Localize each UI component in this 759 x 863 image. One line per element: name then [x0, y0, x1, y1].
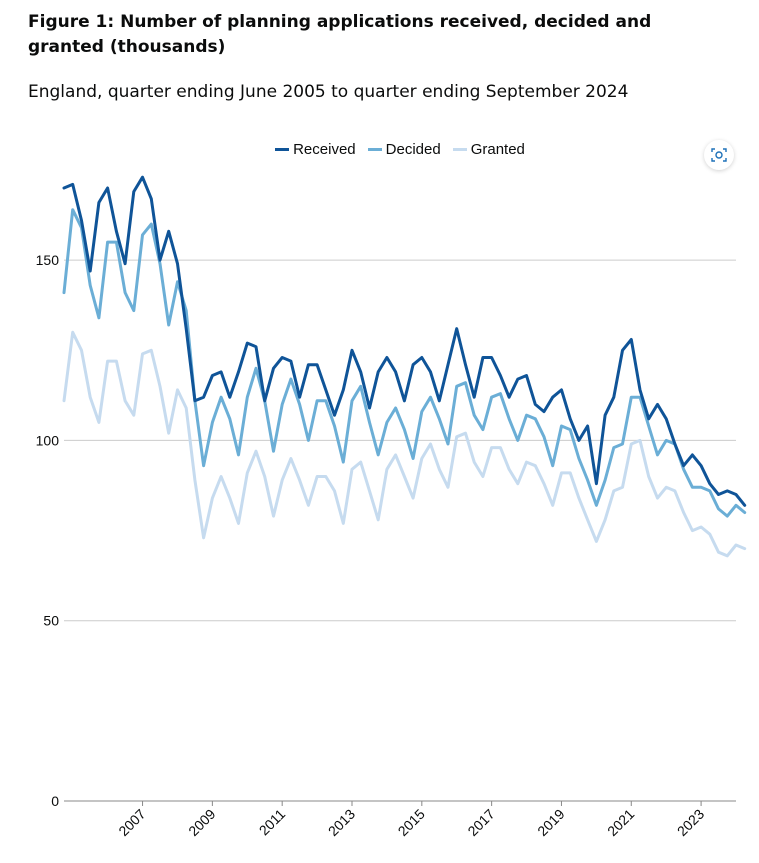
- y-tick-label-50: 50: [43, 613, 59, 629]
- series-line-received: [62, 175, 747, 507]
- gridlines: [64, 259, 736, 802]
- legend-label-decided: Decided: [385, 141, 441, 158]
- y-tick-label-100: 100: [36, 432, 60, 448]
- legend-swatch-decided: [367, 148, 382, 151]
- series-line-granted: [62, 330, 747, 558]
- legend-label-granted: Granted: [470, 141, 525, 158]
- series-line-decided: [62, 208, 747, 518]
- x-tick-label-2015: 2015: [395, 806, 428, 839]
- x-tick-label-2007: 2007: [115, 806, 148, 839]
- x-tick-label-2011: 2011: [256, 806, 289, 839]
- x-tick-label-2017: 2017: [464, 806, 497, 839]
- page-subtitle: England, quarter ending June 2005 to qua…: [28, 82, 629, 102]
- screenshot-button[interactable]: [704, 140, 734, 170]
- legend-item-granted: Granted: [452, 141, 525, 158]
- chart-legend: Received Decided Granted: [0, 141, 759, 158]
- y-tick-label-0: 0: [51, 793, 59, 809]
- x-tick-label-2009: 2009: [185, 806, 218, 839]
- y-axis-ticks: 0 50 100 150: [36, 252, 60, 809]
- series-lines: [62, 175, 747, 558]
- legend-swatch-granted: [452, 148, 467, 151]
- x-tick-label-2013: 2013: [325, 806, 358, 839]
- page-title: Figure 1: Number of planning application…: [28, 12, 652, 57]
- x-axis-ticks: 2007 2009 2011 2013 2015 2017 2019 2021 2023: [115, 801, 707, 839]
- legend-item-decided: Decided: [367, 141, 441, 158]
- legend-label-received: Received: [293, 141, 356, 158]
- x-tick-label-2019: 2019: [534, 806, 567, 839]
- legend-swatch-received: [275, 148, 290, 151]
- y-tick-label-150: 150: [36, 252, 60, 268]
- x-tick-label-2023: 2023: [674, 806, 707, 839]
- screenshot-capture-icon: [711, 148, 727, 162]
- legend-item-received: Received: [275, 141, 356, 158]
- x-tick-label-2021: 2021: [604, 806, 637, 839]
